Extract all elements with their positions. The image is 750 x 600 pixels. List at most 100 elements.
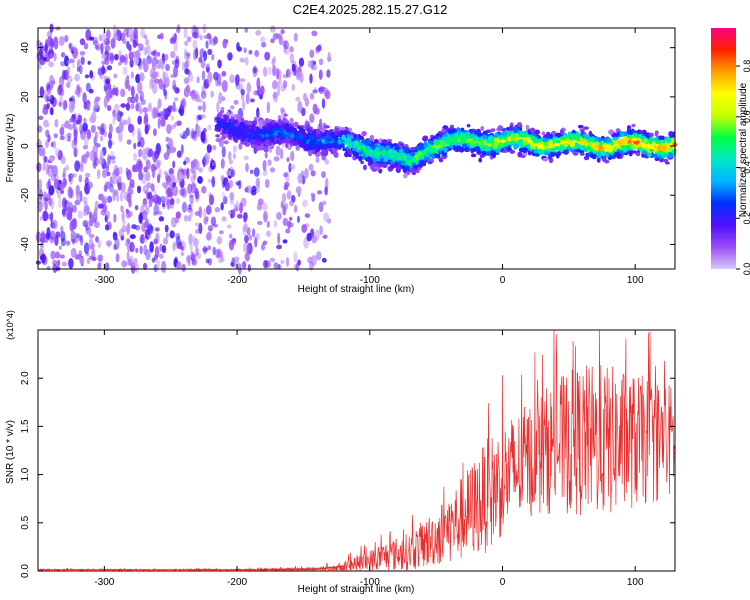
spectrogram-cell <box>98 156 105 166</box>
spectrogram-cell <box>458 146 465 153</box>
spectrogram-cell <box>93 101 100 109</box>
spectrogram-cell <box>164 53 169 61</box>
spectrogram-cell <box>563 142 569 148</box>
spectrogram-cell <box>250 98 255 103</box>
spectrogram-cell <box>295 186 302 194</box>
spectrogram-cell <box>188 214 192 222</box>
spectrogram-cell <box>202 207 207 219</box>
spectrogram-cell <box>631 137 638 142</box>
spectrogram-cell <box>371 168 377 172</box>
spectrogram-cell <box>524 137 530 141</box>
spectrogram-cell <box>243 242 249 253</box>
spectrogram-cell <box>662 158 669 163</box>
spectrogram-cell <box>454 132 458 137</box>
spectrogram-cell <box>283 172 288 178</box>
spectrogram-cell <box>330 150 335 155</box>
spectrogram-cell <box>344 151 349 158</box>
spectrogram-cell <box>106 171 111 177</box>
spectrogram-cell <box>67 186 73 199</box>
spectrogram-cell <box>277 115 282 121</box>
spectrogram-cell <box>628 143 633 147</box>
spectrogram-cell <box>78 250 82 257</box>
spectrogram-cell <box>284 122 289 128</box>
spectrogram-cell <box>156 259 160 270</box>
spectrogram-cell <box>262 159 267 171</box>
spectrogram-cell <box>641 150 647 155</box>
spectrogram-cell <box>282 239 288 244</box>
spectrogram-cell <box>217 59 222 69</box>
spectrogram-cell <box>207 225 214 232</box>
spectrogram-cell <box>375 152 381 157</box>
spectrogram-cell <box>623 131 628 136</box>
snr-x-axis: -300 -200 -100 0 100 <box>94 330 644 588</box>
spectrogram-cell <box>194 93 199 102</box>
spectrogram-cell <box>585 145 592 152</box>
spectrogram-cell <box>293 264 298 269</box>
spectrogram-cell <box>233 99 239 105</box>
spectrogram-cell <box>143 112 149 125</box>
spectrogram-cell <box>243 214 247 223</box>
spectrogram-cell <box>264 139 270 146</box>
spectrogram-cell <box>239 57 245 63</box>
spectrogram-cell <box>295 144 300 151</box>
spectrogram-cell <box>275 211 282 220</box>
snr-scale-label: (x10^4) <box>5 310 15 340</box>
spectrogram-cell <box>211 161 216 167</box>
spectrogram-cell <box>282 80 288 89</box>
spectrogram-cell <box>607 148 613 153</box>
spectrogram-cell <box>245 92 250 105</box>
spectrogram-cell <box>177 150 182 158</box>
spectrogram-cell <box>264 178 270 189</box>
spectrogram-cell <box>38 115 44 121</box>
spectrogram-cell <box>262 66 268 77</box>
spectrogram-cell <box>315 144 321 151</box>
x-tick-label: -300 <box>94 577 114 588</box>
spectrogram-cell <box>151 107 157 120</box>
spectrogram-cell <box>412 169 418 174</box>
spectrogram-cell <box>82 220 89 228</box>
spectrogram-cell <box>165 232 169 239</box>
spectrogram-cell <box>413 164 419 169</box>
spectrogram-cell <box>48 185 55 196</box>
spectrogram-cell <box>62 167 67 179</box>
spectrogram-cell <box>73 128 78 141</box>
spectrogram-cell <box>572 150 577 155</box>
spectrogram-cell <box>309 113 315 123</box>
spectrogram-cell <box>198 222 203 235</box>
spectrogram-cell <box>324 125 330 129</box>
spectrogram-cell <box>289 164 296 170</box>
spectrogram-cell <box>59 254 65 259</box>
spectrogram-cell <box>116 110 122 122</box>
spectrogram-cell <box>145 205 150 211</box>
spectrogram-cell <box>216 236 223 245</box>
spectrogram-cell <box>50 211 54 223</box>
spectrogram-cell <box>143 237 148 244</box>
spectrogram-cell <box>90 124 96 133</box>
spectrogram-cell <box>330 132 336 139</box>
spectrogram-cell <box>68 101 75 113</box>
spectrogram-cell <box>327 51 331 62</box>
spectrogram-cell <box>117 175 122 184</box>
spectrogram-cell <box>219 250 224 259</box>
spectrogram-cell <box>57 84 63 96</box>
spectrogram-cell <box>164 224 169 233</box>
spectrogram-cell <box>255 232 260 241</box>
spectrogram-cell <box>68 258 74 269</box>
spectrogram-cell <box>256 203 262 211</box>
spectrogram-cell <box>270 38 275 44</box>
y-tick-label: 2.0 <box>20 371 31 385</box>
spectrogram-cell <box>167 186 173 198</box>
spectrogram-cell <box>85 226 92 235</box>
spectrogram-cell <box>469 140 475 146</box>
spectrogram-cell <box>482 134 488 139</box>
spectrogram-cell <box>400 165 407 169</box>
spectrogram-cell <box>223 140 229 145</box>
spectrogram-cell <box>282 217 289 227</box>
spectrogram-cell <box>48 156 55 162</box>
spectrogram-cell <box>423 151 428 155</box>
spectrogram-cell <box>347 142 352 149</box>
spectrogram-cell <box>127 96 133 103</box>
spectrogram-cell <box>241 129 246 135</box>
spectrogram-cell <box>56 259 61 267</box>
spectrogram-cell <box>275 67 280 80</box>
